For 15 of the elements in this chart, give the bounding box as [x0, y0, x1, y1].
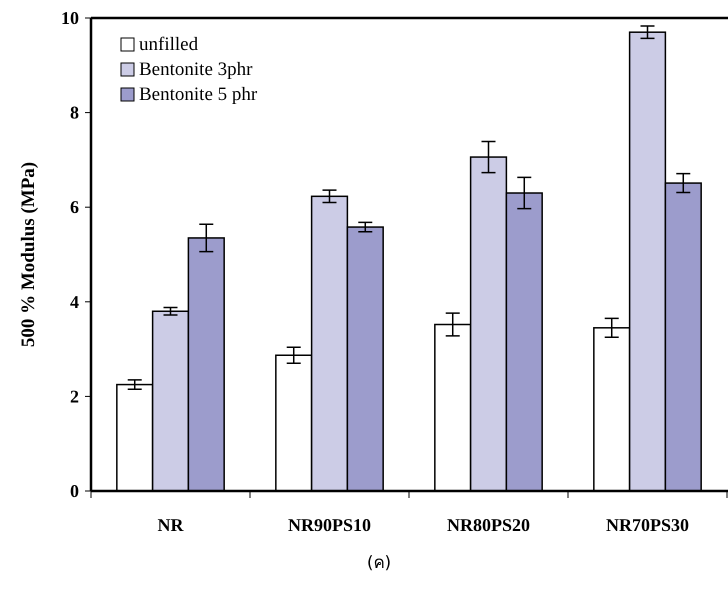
- legend-label: Bentonite 5 phr: [139, 84, 258, 105]
- x-tick-label: NR70PS30: [606, 515, 690, 535]
- x-tick-label: NR: [158, 515, 184, 535]
- y-tick-label: 0: [70, 481, 79, 501]
- y-tick-label: 10: [61, 8, 79, 28]
- y-tick-label: 2: [70, 386, 79, 406]
- y-tick-label: 4: [70, 292, 79, 312]
- text: (ค): [366, 553, 392, 573]
- y-tick-label: 8: [70, 102, 79, 123]
- y-tick-label: 6: [70, 197, 79, 218]
- y-axis-title: 500 % Modulus (MPa): [18, 162, 39, 348]
- x-tick-label: NR80PS20: [446, 515, 530, 535]
- legend-label: unfilled: [139, 34, 199, 55]
- x-tick-label: NR90PS10: [288, 515, 372, 535]
- legend-label: Bentonite 3phr: [139, 59, 254, 80]
